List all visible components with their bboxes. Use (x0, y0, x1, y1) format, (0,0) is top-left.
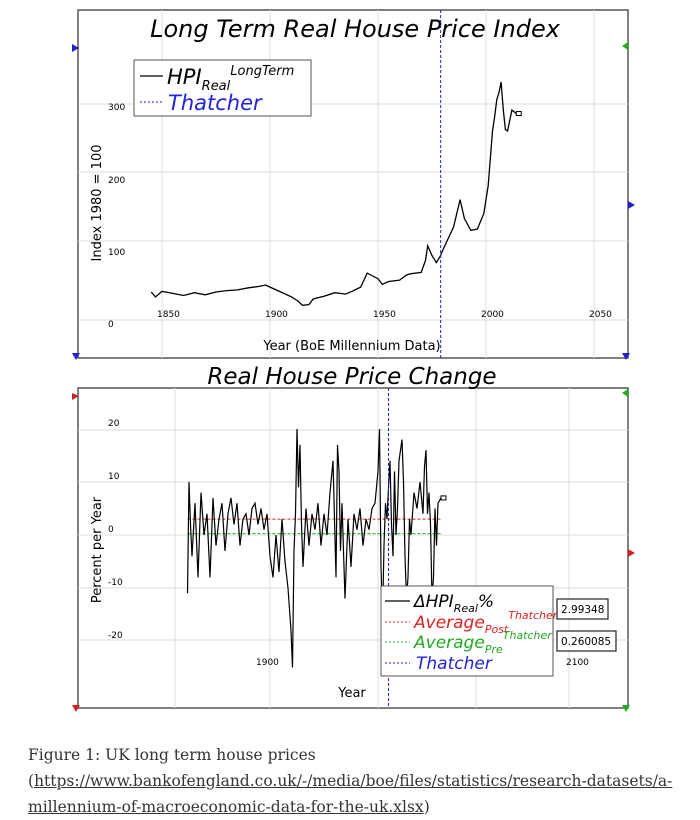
value-post: 2.99348 (561, 604, 604, 616)
marker-icon (622, 389, 628, 397)
top-legend-hpi: HPIRealLongTerm (167, 64, 294, 94)
top-y-tick: 200 (108, 176, 125, 186)
top-x-tick: 1950 (373, 310, 396, 320)
bottom-legend-thatcher: Thatcher (416, 654, 493, 674)
top-y-tick: 0 (108, 320, 114, 330)
caption-text: Figure 1: UK long term house prices ( (28, 746, 316, 790)
top-y-tick: 300 (108, 103, 125, 113)
top-x-tick: 1850 (157, 310, 180, 320)
bottom-x-ticks: 1900 2100 (256, 658, 589, 668)
marker-icon (628, 201, 635, 209)
bottom-y-tick: 0 (108, 525, 114, 535)
value-pre: 0.260085 (561, 636, 611, 648)
top-x-tick: 2050 (589, 310, 612, 320)
caption-link[interactable]: https://www.bankofengland.co.uk/-/media/… (28, 772, 673, 816)
axis-markers (72, 42, 635, 712)
marker-icon (72, 353, 80, 360)
bottom-x-tick: 2100 (566, 658, 589, 668)
marker-icon (72, 705, 80, 712)
top-y-tick: 100 (108, 248, 125, 258)
bottom-x-tick: 1900 (256, 658, 279, 668)
hpi-line (150, 81, 517, 306)
top-legend: HPIRealLongTerm Thatcher (133, 59, 312, 117)
top-chart-title: Long Term Real House Price Index (150, 15, 561, 43)
bottom-y-tick: -10 (108, 578, 123, 588)
figure-caption: Figure 1: UK long term house prices (htt… (28, 742, 688, 820)
bottom-legend: ΔHPIReal% AveragePostThatcher AveragePre… (380, 585, 559, 677)
marker-icon (72, 393, 79, 400)
bottom-y-label: Percent per Year (90, 496, 105, 603)
top-y-label: Index 1980 = 100 (90, 145, 105, 262)
bottom-chart-title: Real House Price Change (207, 364, 496, 390)
marker-icon (622, 353, 630, 360)
marker-icon (72, 44, 79, 52)
value-box-pre (556, 630, 617, 652)
top-legend-box (133, 59, 312, 117)
marker-icon (628, 549, 635, 557)
top-legend-thatcher: Thatcher (168, 91, 263, 115)
marker-icon (622, 705, 630, 712)
values-boxes: 2.99348 0.260085 (556, 598, 617, 652)
hpi-end-marker (515, 111, 522, 116)
bottom-y-tick: -20 (108, 631, 123, 641)
bottom-legend-avg-pre: AveragePreThatcher (413, 629, 553, 656)
bottom-y-tick: 10 (108, 472, 120, 482)
top-x-ticks: 1850 1900 1950 2000 2050 (157, 310, 612, 320)
bottom-legend-dhpi: ΔHPIReal% (412, 592, 494, 615)
top-x-tick: 2000 (481, 310, 504, 320)
value-box-post (556, 598, 609, 620)
top-y-ticks: 0 100 200 300 (108, 103, 125, 330)
marker-icon (622, 42, 628, 50)
bottom-x-label: Year (337, 686, 366, 701)
bottom-y-ticks: 20 10 0 -10 -20 (108, 419, 123, 641)
bottom-y-tick: 20 (108, 419, 120, 429)
top-x-label: Year (BoE Millennium Data) (262, 339, 440, 354)
dhpi-end-marker (440, 495, 447, 501)
figure: Long Term Real House Price Index 1850 19… (72, 9, 635, 712)
bottom-legend-avg-post: AveragePostThatcher (413, 609, 559, 636)
caption-suffix: ) (423, 798, 430, 816)
top-x-tick: 1900 (265, 310, 288, 320)
